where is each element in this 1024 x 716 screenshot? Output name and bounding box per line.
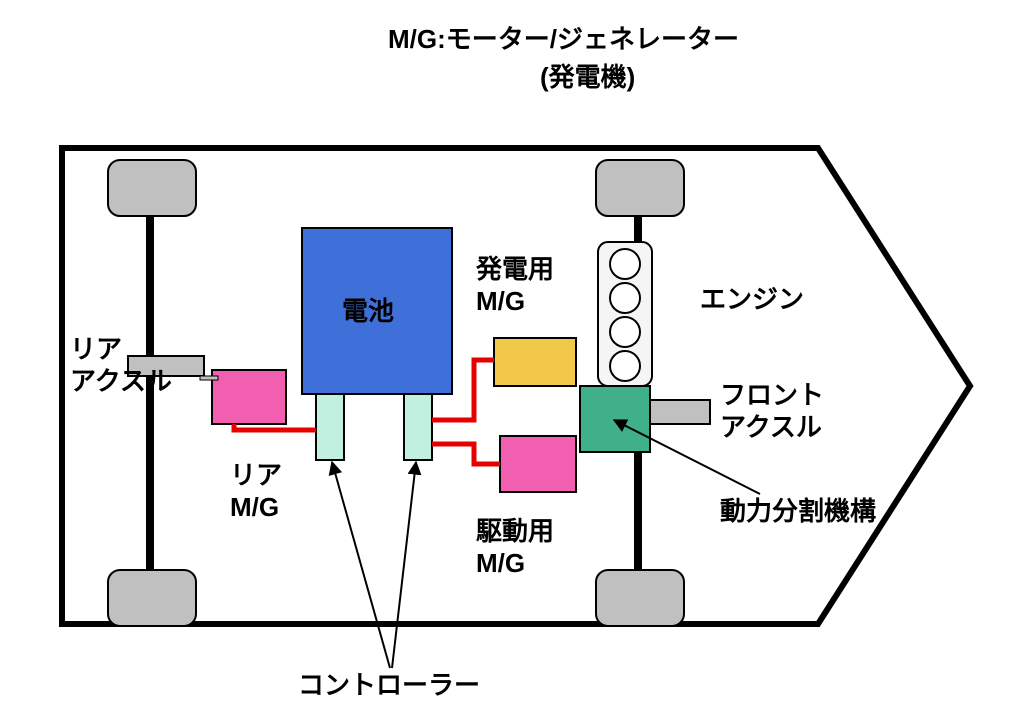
wire-2 bbox=[432, 444, 500, 464]
label-front-axle-1: フロント bbox=[720, 380, 824, 410]
label-controller: コントローラー bbox=[298, 670, 480, 700]
rear-mg-shaft bbox=[200, 376, 218, 380]
wheel-3 bbox=[596, 570, 684, 626]
rear-mg bbox=[212, 370, 286, 424]
label-split: 動力分割機構 bbox=[720, 496, 876, 526]
engine-cyl-1 bbox=[610, 283, 640, 313]
label-engine: エンジン bbox=[700, 284, 804, 314]
drive-mg bbox=[500, 436, 576, 492]
 bbox=[576, 352, 586, 372]
label-rear-axle-1: リア bbox=[70, 334, 122, 364]
battery-label: 電池 bbox=[342, 296, 394, 326]
label-drive-mg-1: 駆動用 bbox=[476, 516, 554, 546]
generator-mg bbox=[494, 338, 576, 386]
label-gen-mg-1: 発電用 bbox=[475, 254, 554, 284]
label-rear-mg-1: リア bbox=[230, 460, 282, 490]
engine-cyl-3 bbox=[610, 351, 640, 381]
wheel-0 bbox=[108, 160, 196, 216]
controller-left bbox=[316, 394, 344, 460]
controller-right bbox=[404, 394, 432, 460]
wheel-2 bbox=[596, 160, 684, 216]
callout-arrow-0 bbox=[332, 462, 390, 668]
legend-line2: (発電機) bbox=[540, 62, 635, 92]
callout-arrow-1 bbox=[392, 462, 416, 668]
legend-line1: M/G:モーター/ジェネレーター bbox=[388, 24, 739, 54]
label-rear-axle-2: アクスル bbox=[70, 366, 172, 396]
label-gen-mg-2: M/G bbox=[476, 286, 525, 316]
power-split bbox=[580, 386, 650, 452]
label-drive-mg-2: M/G bbox=[476, 548, 525, 578]
front-hub bbox=[650, 400, 710, 424]
wheel-1 bbox=[108, 570, 196, 626]
label-front-axle-2: アクスル bbox=[720, 412, 822, 442]
engine-cyl-2 bbox=[610, 317, 640, 347]
label-rear-mg-2: M/G bbox=[230, 492, 279, 522]
engine-cyl-0 bbox=[610, 249, 640, 279]
